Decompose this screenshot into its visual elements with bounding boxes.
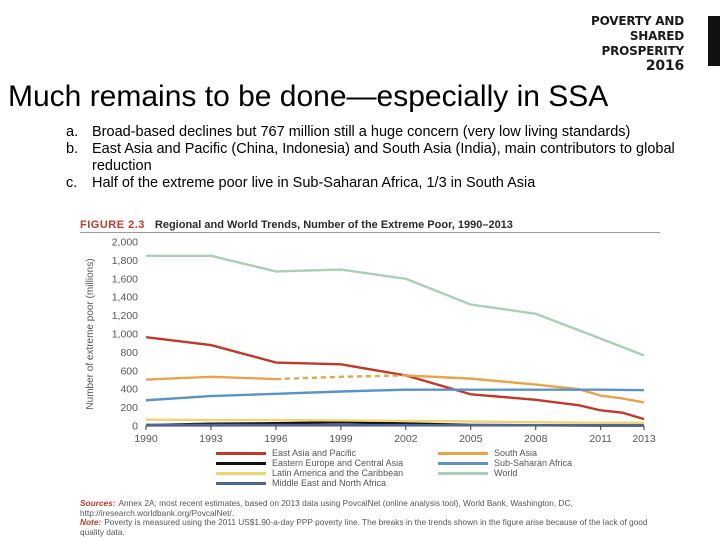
bullet-item: b. East Asia and Pacific (China, Indonesi… xyxy=(66,141,706,175)
y-tick-label: 800 xyxy=(120,347,138,359)
bullet-text: Broad-based declines but 767 million sti… xyxy=(92,124,631,140)
line-chart: 0 200 400 600 800 1,000 1,200 1,400 1,600 1,800 2,… xyxy=(85,237,656,446)
legend-label: Middle East and North Africa xyxy=(272,478,387,488)
y-tick-label: 400 xyxy=(120,384,138,396)
y-tick-label: 600 xyxy=(120,365,138,377)
legend-label: World xyxy=(494,468,518,478)
figure-title: Regional and World Trends, Number of the… xyxy=(154,219,513,231)
legend-label: Latin America and the Caribbean xyxy=(272,468,404,478)
report-logo: POVERTY AND SHARED PROSPERITY 2016 xyxy=(560,14,684,74)
legend-label: Sub-Saharan Africa xyxy=(494,458,573,468)
y-tick-label: 2,000 xyxy=(112,237,138,249)
logo-line-2: SHARED PROSPERITY xyxy=(601,29,685,58)
bullet-item: c. Half of the extreme poor live in Sub-S… xyxy=(66,175,706,192)
legend-item: Sub-Saharan Africa xyxy=(438,458,572,468)
legend-item: East Asia and Pacific xyxy=(216,448,356,458)
legend-item: Middle East and North Africa xyxy=(216,478,386,488)
legend-swatch xyxy=(216,462,266,466)
y-tick-label: 0 xyxy=(132,421,138,433)
y-tick-label: 200 xyxy=(120,402,138,414)
y-tick-label: 1,600 xyxy=(112,273,138,285)
slide-title: Much remains to be done—especially in SS… xyxy=(8,80,609,113)
legend-label: South Asia xyxy=(494,448,538,458)
legend-swatch xyxy=(438,452,488,456)
logo-year: 2016 xyxy=(645,58,684,74)
side-accent-bar xyxy=(708,16,720,66)
x-tick-label: 2013 xyxy=(632,433,656,445)
legend-label: Eastern Europe and Central Asia xyxy=(272,458,404,468)
bullet-marker: b. xyxy=(66,141,79,157)
bullet-text: East Asia and Pacific (China, Indonesia)… xyxy=(92,141,675,174)
sources-line: Sources: Annex 2A; most recent estimates,… xyxy=(80,498,660,518)
legend-swatch xyxy=(438,462,488,466)
y-tick-label: 1,800 xyxy=(112,255,138,267)
legend-item: Latin America and the Caribbean xyxy=(216,468,403,478)
x-tick-label: 1999 xyxy=(329,433,353,445)
bullet-marker: c. xyxy=(66,175,78,191)
figure-sources: Sources: Annex 2A; most recent estimates,… xyxy=(80,498,660,537)
sources-text: Annex 2A; most recent estimates, based o… xyxy=(80,498,573,518)
series-line-1 xyxy=(275,374,406,381)
bullet-marker: a. xyxy=(66,124,79,140)
legend-swatch xyxy=(438,472,488,476)
note-label: Note: xyxy=(80,517,102,527)
x-tick-label: 1996 xyxy=(264,433,288,445)
figure-heading: FIGURE 2.3 Regional and World Trends, Num… xyxy=(80,219,513,231)
logo-line-1: POVERTY AND xyxy=(590,14,684,28)
note-line: Note: Poverty is measured using the 2011 … xyxy=(80,517,660,537)
bullet-text: Half of the extreme poor live in Sub-Sah… xyxy=(92,175,536,191)
series-line-1 xyxy=(145,375,276,381)
series-line-4 xyxy=(145,418,645,425)
x-tick-label: 1990 xyxy=(134,433,158,445)
figure-number: FIGURE 2.3 xyxy=(80,219,145,231)
y-tick-label: 1,400 xyxy=(112,292,138,304)
bullet-item: a. Broad-based declines but 767 million s… xyxy=(66,124,706,141)
y-axis-label: Number of extreme poor (millions) xyxy=(85,258,96,409)
x-tick-label: 2011 xyxy=(589,433,612,445)
y-tick-label: 1,200 xyxy=(112,310,138,322)
series-line-3 xyxy=(145,388,645,402)
figure-rule xyxy=(80,232,660,233)
legend-label: East Asia and Pacific xyxy=(272,448,357,458)
sources-label: Sources: xyxy=(80,498,116,508)
bullet-list: a. Broad-based declines but 767 million s… xyxy=(66,124,706,192)
x-tick-label: 2008 xyxy=(524,433,548,445)
legend-swatch xyxy=(216,482,266,486)
x-tick-label: 1993 xyxy=(199,433,223,445)
legend-swatch xyxy=(216,472,266,476)
note-text: Poverty is measured using the 2011 US$1.… xyxy=(80,517,648,537)
x-tick-label: 2005 xyxy=(459,433,483,445)
y-tick-label: 1,000 xyxy=(112,329,138,341)
series-line-0 xyxy=(145,336,645,421)
legend-item: World xyxy=(438,468,517,478)
series-line-5 xyxy=(146,254,645,357)
x-tick-label: 2002 xyxy=(394,433,418,445)
legend-item: South Asia xyxy=(438,448,537,458)
legend-swatch xyxy=(216,452,266,456)
legend-item: Eastern Europe and Central Asia xyxy=(216,458,403,468)
